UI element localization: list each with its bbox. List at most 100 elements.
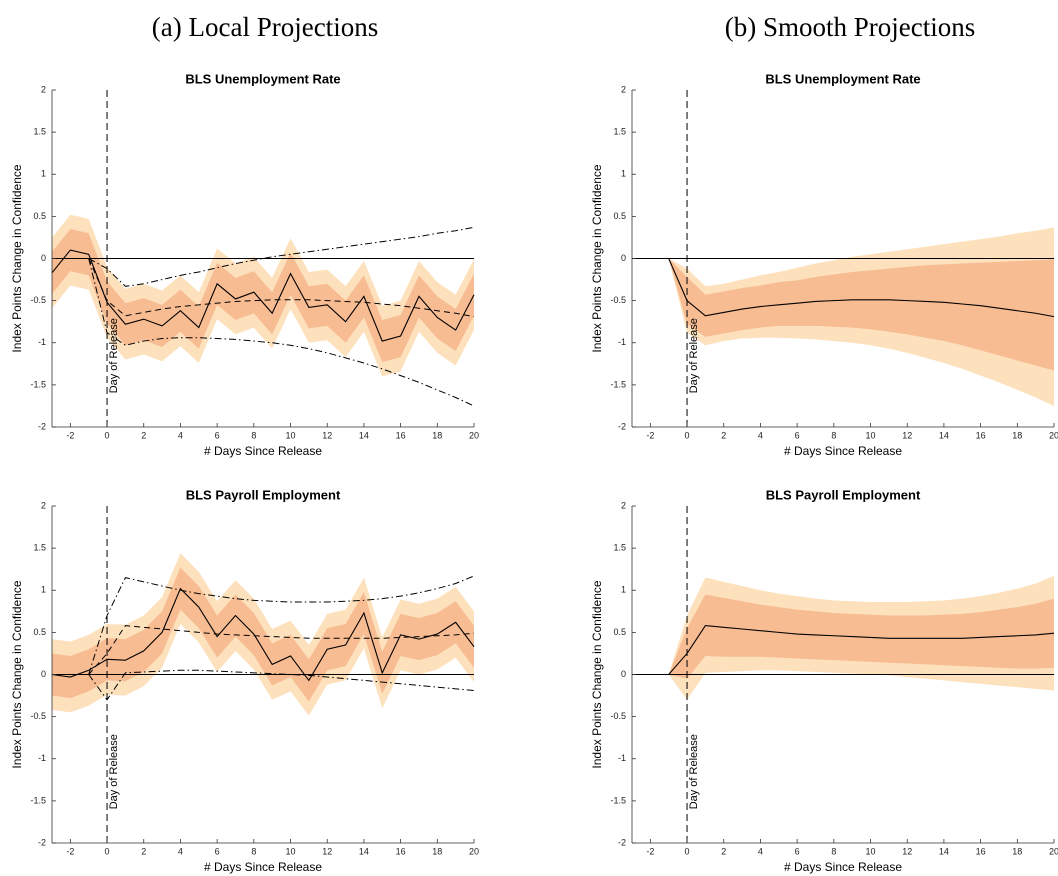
x-tick-label: 20 (1049, 430, 1058, 440)
x-tick-label: 2 (721, 430, 726, 440)
x-tick-label: -2 (646, 846, 654, 856)
y-tick-label: -1.5 (30, 379, 46, 389)
x-tick-label: 0 (105, 846, 110, 856)
x-tick-label: 8 (251, 846, 256, 856)
x-tick-label: 14 (359, 430, 369, 440)
x-tick-label: 20 (1049, 846, 1058, 856)
x-tick-label: 4 (178, 846, 183, 856)
x-axis-label: # Days Since Release (204, 444, 322, 458)
annotation: Day of Release (688, 318, 700, 393)
chart-title: BLS Payroll Employment (186, 487, 341, 502)
x-tick-label: 16 (396, 846, 406, 856)
y-tick-label: 1 (41, 585, 46, 595)
x-tick-label: 10 (866, 846, 876, 856)
x-tick-label: 0 (685, 846, 690, 856)
y-tick-label: 0 (621, 669, 626, 679)
x-tick-label: 12 (322, 846, 332, 856)
x-tick-label: 14 (939, 430, 949, 440)
y-tick-label: -1 (618, 753, 626, 763)
y-tick-label: 0 (41, 669, 46, 679)
x-tick-label: 10 (866, 430, 876, 440)
x-tick-label: 16 (976, 430, 986, 440)
y-axis-label: Index Points Change in Confidence (10, 580, 24, 768)
y-axis-label: Index Points Change in Confidence (590, 580, 604, 768)
x-tick-label: 6 (215, 430, 220, 440)
overlay-line (88, 258, 475, 407)
y-tick-label: 2 (41, 500, 46, 510)
x-tick-label: 8 (831, 846, 836, 856)
x-tick-label: 0 (685, 430, 690, 440)
y-tick-label: 1.5 (33, 127, 46, 137)
estimate-line (632, 625, 1055, 676)
chart-title: BLS Unemployment Rate (765, 71, 920, 86)
x-tick-label: 0 (105, 430, 110, 440)
y-tick-label: 2 (621, 500, 626, 510)
y-tick-label: 2 (41, 84, 46, 94)
y-tick-label: 0 (41, 253, 46, 263)
y-tick-label: -2 (618, 837, 626, 847)
x-tick-label: 8 (251, 430, 256, 440)
y-tick-label: -2 (618, 421, 626, 431)
x-tick-label: -2 (646, 430, 654, 440)
x-tick-label: 18 (432, 846, 442, 856)
x-tick-label: 10 (286, 846, 296, 856)
x-tick-label: -2 (66, 846, 74, 856)
estimate-line (51, 249, 475, 342)
x-tick-label: 2 (141, 846, 146, 856)
x-tick-label: 14 (939, 846, 949, 856)
y-tick-label: 0 (621, 253, 626, 263)
x-tick-label: -2 (66, 430, 74, 440)
x-tick-label: 4 (758, 430, 763, 440)
overlay-line (88, 669, 475, 701)
y-tick-label: 1 (621, 585, 626, 595)
panel-title: (b) Smooth Projections (725, 12, 976, 42)
x-tick-label: 12 (902, 430, 912, 440)
y-tick-label: -1 (618, 337, 626, 347)
x-tick-label: 4 (758, 846, 763, 856)
y-tick-label: -1.5 (610, 379, 626, 389)
y-tick-label: -0.5 (610, 711, 626, 721)
x-axis-label: # Days Since Release (784, 444, 902, 458)
y-tick-label: 0.5 (33, 627, 46, 637)
y-tick-label: -2 (38, 837, 46, 847)
x-tick-label: 18 (432, 430, 442, 440)
x-axis-label: # Days Since Release (204, 860, 322, 874)
annotation: Day of Release (108, 734, 120, 809)
y-tick-label: 1 (621, 169, 626, 179)
annotation: Day of Release (688, 734, 700, 809)
y-axis-label: Index Points Change in Confidence (10, 164, 24, 352)
y-axis-label: Index Points Change in Confidence (590, 164, 604, 352)
x-tick-label: 2 (141, 430, 146, 440)
annotation: Day of Release (108, 318, 120, 393)
x-tick-label: 20 (469, 846, 479, 856)
confidence-band (52, 229, 474, 363)
x-tick-label: 2 (721, 846, 726, 856)
x-tick-label: 14 (359, 846, 369, 856)
y-tick-label: 2 (621, 84, 626, 94)
x-tick-label: 6 (795, 846, 800, 856)
x-tick-label: 8 (831, 430, 836, 440)
y-tick-label: 1.5 (33, 543, 46, 553)
x-axis-label: # Days Since Release (784, 860, 902, 874)
y-tick-label: -0.5 (30, 295, 46, 305)
overlay-line (88, 575, 475, 675)
x-tick-label: 12 (902, 846, 912, 856)
y-tick-label: 1 (41, 169, 46, 179)
x-tick-label: 4 (178, 430, 183, 440)
confidence-band (52, 567, 474, 702)
confidence-band (632, 258, 1054, 371)
overlay-line (88, 226, 475, 287)
y-tick-label: -0.5 (30, 711, 46, 721)
y-tick-label: -1 (38, 337, 46, 347)
y-tick-label: -0.5 (610, 295, 626, 305)
y-tick-label: 1.5 (613, 127, 626, 137)
y-tick-label: 0.5 (613, 627, 626, 637)
chart-title: BLS Unemployment Rate (185, 71, 340, 86)
chart-title: BLS Payroll Employment (766, 487, 921, 502)
x-tick-label: 18 (1012, 430, 1022, 440)
x-tick-label: 20 (469, 430, 479, 440)
overlay-line (88, 258, 475, 318)
x-tick-label: 18 (1012, 846, 1022, 856)
x-tick-label: 6 (795, 430, 800, 440)
